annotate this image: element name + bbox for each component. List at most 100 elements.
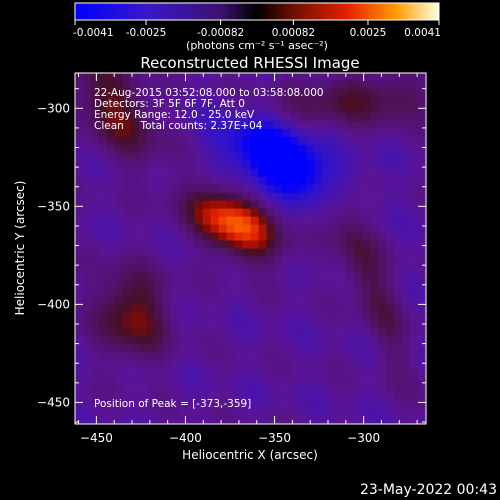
heatmap-cell — [330, 344, 339, 353]
heatmap-cell — [354, 416, 363, 424]
heatmap-cell — [82, 160, 92, 170]
heatmap-cell — [202, 184, 212, 194]
heatmap-cell — [330, 408, 339, 417]
heatmap-cell — [170, 88, 180, 98]
heatmap-cell — [250, 280, 259, 289]
heatmap-cell — [234, 104, 244, 114]
heatmap-cell — [82, 192, 92, 202]
heatmap-cell — [290, 80, 299, 90]
heatmap-cell — [338, 136, 347, 146]
heatmap-cell — [354, 200, 363, 210]
heatmap-cell — [378, 312, 387, 321]
heatmap-cell — [234, 408, 244, 417]
heatmap-cell — [82, 352, 92, 361]
heatmap-cell — [82, 136, 92, 146]
heatmap-cell — [130, 112, 140, 122]
heatmap-cell — [322, 216, 331, 226]
heatmap-cell — [122, 88, 132, 98]
heatmap-cell — [138, 160, 148, 170]
heatmap-cell — [394, 280, 403, 289]
heatmap-cell — [354, 216, 363, 226]
heatmap-cell — [290, 304, 299, 313]
heatmap-cell — [194, 384, 204, 393]
heatmap-cell — [418, 184, 426, 194]
heatmap-cell — [98, 240, 108, 249]
heatmap-cell — [202, 416, 212, 424]
heatmap-cell — [322, 152, 331, 162]
heatmap-cell — [218, 73, 228, 82]
heatmap-cell — [130, 416, 140, 424]
heatmap-cell — [194, 288, 204, 297]
heatmap-cell — [146, 176, 156, 186]
heatmap-cell — [298, 368, 307, 377]
heatmap-cell — [186, 272, 196, 281]
heatmap-cell — [402, 184, 411, 194]
heatmap-cell — [386, 128, 395, 138]
heatmap-cell — [82, 248, 92, 257]
heatmap-cell — [386, 392, 395, 401]
heatmap-cell — [218, 288, 228, 297]
heatmap-cell — [362, 192, 371, 202]
heatmap-cell — [242, 192, 251, 202]
heatmap-cell — [402, 416, 411, 424]
heatmap-cell — [106, 336, 116, 345]
heatmap-cell — [90, 256, 100, 265]
heatmap-cell — [266, 176, 275, 186]
heatmap-cell — [410, 96, 419, 106]
heatmap-cell — [178, 208, 188, 218]
heatmap-cell — [402, 376, 411, 385]
heatmap-cell — [194, 112, 204, 122]
heatmap-cell — [250, 144, 259, 154]
heatmap-cell — [338, 152, 347, 162]
heatmap-cell — [75, 264, 84, 273]
heatmap-cell — [138, 416, 148, 424]
heatmap-cell — [298, 408, 307, 417]
heatmap-cell — [170, 408, 180, 417]
heatmap-cell — [362, 312, 371, 321]
heatmap-cell — [162, 96, 172, 106]
heatmap-cell — [274, 208, 283, 218]
heatmap-cell — [98, 112, 108, 122]
heatmap-cell — [138, 96, 148, 106]
heatmap-cell — [290, 328, 299, 337]
heatmap-cell — [82, 384, 92, 393]
heatmap-cell — [394, 248, 403, 257]
heatmap-cell — [370, 168, 379, 178]
heatmap-cell — [90, 368, 100, 377]
heatmap-cell — [346, 200, 355, 210]
heatmap-cell — [418, 328, 426, 337]
heatmap-cell — [90, 240, 100, 249]
heatmap-cell — [394, 112, 403, 122]
heatmap-cell — [130, 128, 140, 138]
heatmap-cell — [178, 320, 188, 329]
heatmap-cell — [314, 176, 323, 186]
heatmap-cell — [154, 160, 164, 170]
heatmap-cell — [162, 216, 172, 226]
heatmap-cell — [402, 320, 411, 329]
heatmap-cell — [274, 328, 283, 337]
y-axis-label: Heliocentric Y (arcsec) — [13, 181, 27, 316]
heatmap-cell — [258, 200, 267, 210]
heatmap-cell — [306, 80, 315, 90]
heatmap-cell — [178, 288, 188, 297]
heatmap-cell — [178, 256, 188, 265]
heatmap-cell — [338, 304, 347, 313]
heatmap-cell — [346, 256, 355, 265]
heatmap-cell — [258, 88, 267, 98]
heatmap-cell — [202, 376, 212, 385]
heatmap-cell — [234, 136, 244, 146]
heatmap-cell — [378, 88, 387, 98]
heatmap-cell — [314, 328, 323, 337]
heatmap-cell — [122, 320, 132, 329]
heatmap-cell — [378, 328, 387, 337]
heatmap-cell — [274, 136, 283, 146]
heatmap-cell — [106, 73, 116, 82]
heatmap-cell — [234, 256, 244, 265]
heatmap-cell — [362, 112, 371, 122]
heatmap-cell — [282, 88, 291, 98]
heatmap-cell — [282, 304, 291, 313]
heatmap-cell — [346, 296, 355, 305]
heatmap-cell — [162, 80, 172, 90]
heatmap-cell — [274, 272, 283, 281]
heatmap-cell — [338, 216, 347, 226]
